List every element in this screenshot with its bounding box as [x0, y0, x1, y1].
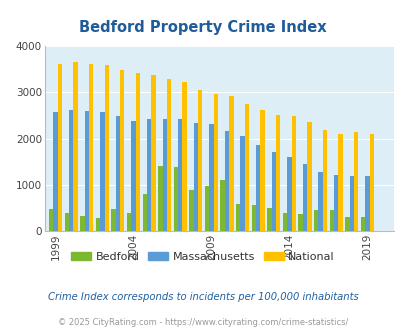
- Bar: [151, 75, 155, 231]
- Bar: [182, 82, 186, 231]
- Bar: [104, 65, 109, 231]
- Legend: Bedford, Massachusetts, National: Bedford, Massachusetts, National: [66, 248, 339, 267]
- Bar: [337, 134, 342, 231]
- Bar: [58, 64, 62, 231]
- Bar: [271, 152, 275, 231]
- Bar: [213, 94, 217, 231]
- Bar: [69, 110, 73, 231]
- Text: Bedford Property Crime Index: Bedford Property Crime Index: [79, 20, 326, 35]
- Bar: [173, 167, 178, 231]
- Bar: [127, 213, 131, 231]
- Bar: [209, 124, 213, 231]
- Bar: [307, 121, 311, 231]
- Bar: [369, 134, 373, 231]
- Bar: [166, 80, 171, 231]
- Bar: [244, 104, 249, 231]
- Bar: [53, 112, 58, 231]
- Bar: [100, 112, 104, 231]
- Bar: [142, 194, 147, 231]
- Bar: [135, 73, 140, 231]
- Bar: [313, 210, 318, 231]
- Bar: [353, 132, 357, 231]
- Bar: [193, 123, 198, 231]
- Bar: [275, 115, 279, 231]
- Bar: [96, 218, 100, 231]
- Bar: [73, 62, 77, 231]
- Bar: [198, 90, 202, 231]
- Bar: [120, 70, 124, 231]
- Bar: [158, 166, 162, 231]
- Bar: [224, 131, 229, 231]
- Bar: [329, 210, 333, 231]
- Bar: [322, 130, 326, 231]
- Bar: [266, 208, 271, 231]
- Bar: [360, 217, 364, 231]
- Bar: [49, 209, 53, 231]
- Bar: [291, 116, 295, 231]
- Bar: [260, 110, 264, 231]
- Bar: [131, 121, 135, 231]
- Bar: [349, 176, 353, 231]
- Bar: [256, 145, 260, 231]
- Bar: [344, 217, 349, 231]
- Bar: [178, 119, 182, 231]
- Bar: [302, 164, 307, 231]
- Bar: [162, 119, 166, 231]
- Bar: [64, 214, 69, 231]
- Bar: [286, 157, 291, 231]
- Bar: [240, 136, 244, 231]
- Bar: [364, 176, 369, 231]
- Bar: [229, 96, 233, 231]
- Text: Crime Index corresponds to incidents per 100,000 inhabitants: Crime Index corresponds to incidents per…: [47, 292, 358, 302]
- Bar: [220, 180, 224, 231]
- Bar: [80, 216, 84, 231]
- Bar: [333, 175, 337, 231]
- Text: © 2025 CityRating.com - https://www.cityrating.com/crime-statistics/: © 2025 CityRating.com - https://www.city…: [58, 318, 347, 327]
- Bar: [205, 186, 209, 231]
- Bar: [111, 209, 115, 231]
- Bar: [282, 213, 286, 231]
- Bar: [189, 190, 193, 231]
- Bar: [84, 111, 89, 231]
- Bar: [298, 214, 302, 231]
- Bar: [147, 119, 151, 231]
- Bar: [235, 204, 240, 231]
- Bar: [251, 205, 256, 231]
- Bar: [115, 116, 120, 231]
- Bar: [318, 172, 322, 231]
- Bar: [89, 64, 93, 231]
